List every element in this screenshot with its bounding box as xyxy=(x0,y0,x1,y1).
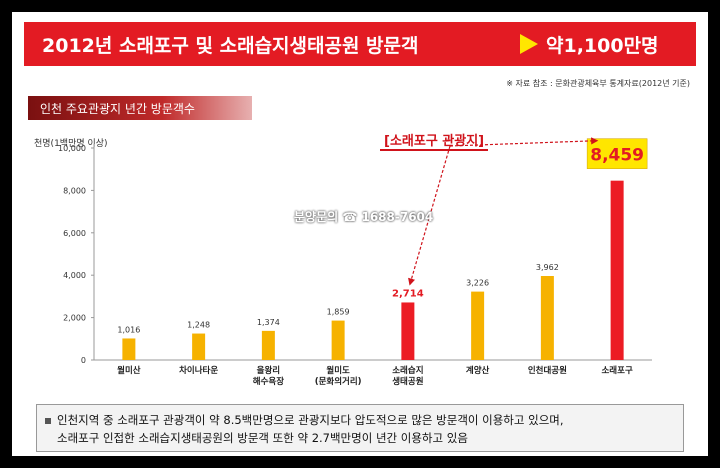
bullet-icon xyxy=(45,417,51,424)
data-label: 1,248 xyxy=(187,321,210,330)
data-label: 1,374 xyxy=(257,318,280,327)
note-line-2: 소래포구 인접한 소래습지생태공원의 방문객 또한 약 2.7백만명이 년간 이… xyxy=(57,431,468,445)
source-note: ※ 자료 참조 : 문화관광체육부 통계자료(2012년 기준) xyxy=(506,79,690,88)
watermark: 분양문의 ☎ 1688-7604 xyxy=(294,210,434,224)
bar xyxy=(471,291,485,360)
x-tick-label: 을왕리 xyxy=(257,365,280,376)
x-tick-label: 소래포구 xyxy=(601,365,632,376)
bar xyxy=(610,180,624,360)
data-label: 1,016 xyxy=(117,325,140,334)
x-tick-label: 소래습지 xyxy=(392,365,423,376)
content-frame: 2012년 소래포구 및 소래습지생태공원 방문객 약1,100만명 ※ 자료 … xyxy=(12,12,708,456)
x-tick-label: (문화의거리) xyxy=(315,376,362,387)
y-tick-label: 2,000 xyxy=(63,314,86,323)
callout-arrow xyxy=(408,145,451,286)
bar xyxy=(261,330,275,360)
x-tick-label: 계양산 xyxy=(466,365,490,376)
y-tick-label: 0 xyxy=(81,356,86,365)
x-tick-label: 차이나타운 xyxy=(179,365,218,376)
bar xyxy=(192,333,206,360)
bar-chart: 0 2,000 4,000 6,000 8,000 10,000 1,016 월미산 1,248… xyxy=(58,137,652,387)
banner-value: 약1,100만명 xyxy=(546,34,659,57)
banner-title: 2012년 소래포구 및 소래습지생태공원 방문객 xyxy=(42,34,419,57)
x-tick-label: 해수욕장 xyxy=(253,376,284,387)
summary-note: 인천지역 중 소래포구 관광객이 약 8.5백만명으로 관광지보다 압도적으로 … xyxy=(36,404,684,452)
y-tick-label: 4,000 xyxy=(63,271,86,280)
callout-arrow xyxy=(449,137,599,147)
data-label: 3,962 xyxy=(536,263,559,272)
bar xyxy=(540,276,554,360)
x-tick-label: 생태공원 xyxy=(392,376,423,387)
data-label: 3,226 xyxy=(466,279,489,288)
callout-label: [소래포구 관광지] xyxy=(380,130,489,151)
x-tick-label: 인천대공원 xyxy=(528,365,567,376)
y-axis-unit: 천명(1백만명 이상) xyxy=(34,139,108,149)
data-label: 8,459 xyxy=(590,146,644,166)
chart-subtitle: 인천 주요관광지 년간 방문객수 xyxy=(28,96,252,120)
bar xyxy=(401,302,415,360)
data-label: 1,859 xyxy=(327,308,350,317)
y-tick-label: 10,000 xyxy=(58,144,86,153)
x-tick-label: 월미도 xyxy=(326,365,350,376)
y-tick-label: 6,000 xyxy=(63,229,86,238)
note-line-1: 인천지역 중 소래포구 관광객이 약 8.5백만명으로 관광지보다 압도적으로 … xyxy=(57,413,564,427)
bar xyxy=(122,338,136,360)
title-banner: 2012년 소래포구 및 소래습지생태공원 방문객 약1,100만명 xyxy=(24,22,696,66)
arrow-right-icon xyxy=(520,34,538,54)
y-tick-label: 8,000 xyxy=(63,186,86,195)
x-tick-label: 월미산 xyxy=(117,365,141,376)
bar xyxy=(331,320,345,360)
data-label: 2,714 xyxy=(392,288,424,299)
